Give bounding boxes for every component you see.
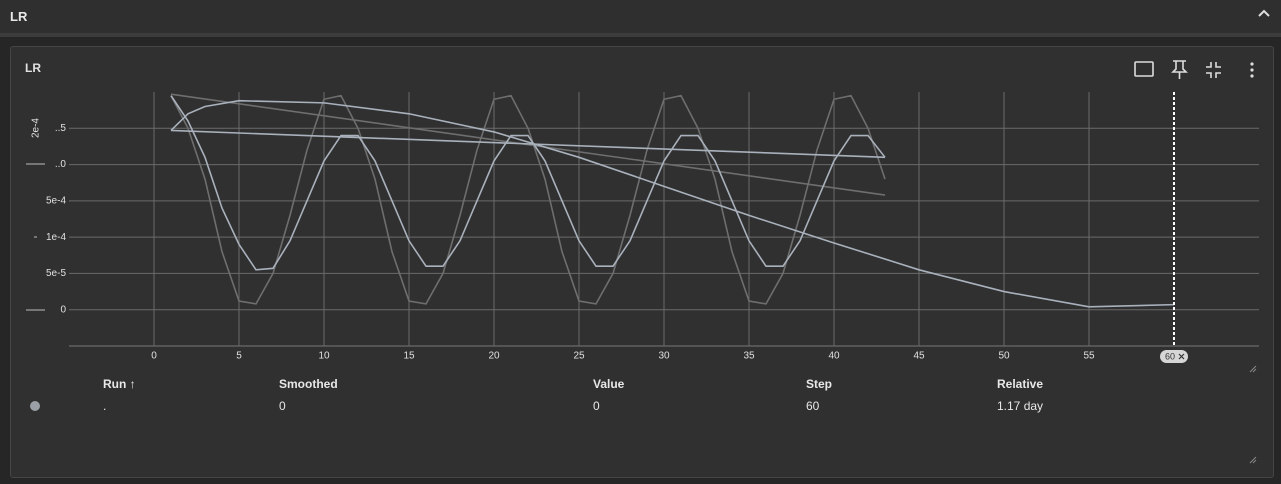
table-cell: 1.17 day	[997, 399, 1044, 413]
x-tick-label: 25	[573, 351, 585, 362]
table-cell: 60	[806, 399, 820, 413]
x-tick-label: 0	[151, 351, 157, 362]
table-header[interactable]: Value	[593, 377, 625, 391]
cursor-close-icon	[1178, 353, 1185, 360]
series-line	[170, 95, 886, 271]
table-header[interactable]: Step	[806, 377, 833, 391]
table-header[interactable]: Smoothed	[279, 377, 338, 391]
x-tick-label: 35	[743, 351, 755, 362]
x-tick-label: 40	[828, 351, 840, 362]
y-tick-label: 5e-5	[46, 268, 66, 279]
y-tick-label: ..0	[55, 159, 67, 170]
x-tick-label: 45	[913, 351, 925, 362]
pin-button[interactable]	[1171, 60, 1188, 79]
table-header[interactable]: Relative	[997, 377, 1044, 391]
resize-handle[interactable]	[1249, 456, 1257, 464]
table-cell: .	[103, 399, 107, 413]
series-line	[170, 129, 886, 159]
x-tick-label: 20	[488, 351, 500, 362]
shrink-button[interactable]	[1206, 62, 1221, 78]
toolbar	[1134, 60, 1254, 79]
x-tick-label: 50	[998, 351, 1010, 362]
x-tick-label: 5	[236, 351, 242, 362]
y-tick-label: ..5	[55, 123, 67, 134]
fit-domain-button[interactable]	[1134, 61, 1154, 77]
y-tick-label: 0	[60, 304, 66, 315]
table-cell: 0	[593, 399, 600, 413]
run-color-dot	[30, 401, 40, 411]
menu-button[interactable]	[1250, 62, 1254, 78]
resize-handle[interactable]	[1249, 365, 1257, 373]
collapse-button[interactable]	[1256, 5, 1272, 21]
lines	[170, 93, 1175, 308]
cursor-badge	[1160, 350, 1188, 363]
top-bar: LR	[0, 0, 1281, 37]
card-title: LR	[25, 61, 41, 75]
table-cell: 0	[279, 399, 286, 413]
section-title: LR	[10, 9, 28, 24]
x-tick-label: 15	[403, 351, 415, 362]
x-tick-label: 10	[318, 351, 330, 362]
table-header[interactable]: Run ↑	[103, 377, 136, 391]
card	[10, 46, 1274, 478]
left-dashes	[26, 163, 45, 311]
y-tick-label: 1e-4	[46, 232, 66, 243]
x-tick-label: 30	[658, 351, 670, 362]
y-tick-label: 5e-4	[46, 195, 66, 206]
y-overflow-label: 2e-4	[31, 118, 42, 138]
grid	[69, 92, 1259, 346]
cursor-step-label: 60	[1165, 351, 1175, 361]
series-line	[170, 94, 886, 305]
series-line	[170, 99, 1175, 308]
x-tick-label: 55	[1083, 351, 1095, 362]
